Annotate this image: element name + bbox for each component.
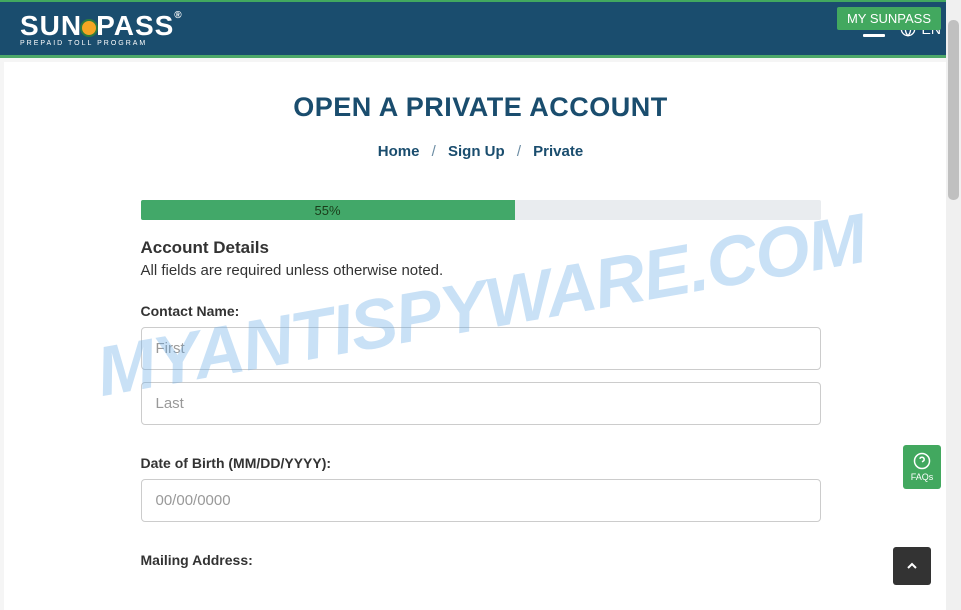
breadcrumb-signup[interactable]: Sign Up: [448, 143, 505, 160]
breadcrumb-separator: /: [517, 143, 521, 160]
scrollbar-track[interactable]: [946, 0, 961, 610]
faqs-label: FAQs: [911, 472, 934, 482]
contact-name-label: Contact Name:: [141, 303, 821, 319]
dob-input[interactable]: [141, 479, 821, 522]
progress-fill: 55%: [141, 200, 515, 220]
breadcrumb-home[interactable]: Home: [378, 143, 420, 160]
progress-bar: 55%: [141, 200, 821, 220]
breadcrumb: Home / Sign Up / Private: [4, 143, 957, 180]
section-subtitle: All fields are required unless otherwise…: [141, 262, 821, 279]
faqs-button[interactable]: FAQs: [903, 445, 941, 489]
scroll-to-top-button[interactable]: [893, 547, 931, 585]
first-name-input[interactable]: [141, 327, 821, 370]
page-title: OPEN A PRIVATE ACCOUNT: [4, 62, 957, 143]
logo-text-2: PASS: [96, 10, 174, 41]
scrollbar-thumb[interactable]: [948, 20, 959, 200]
dob-label: Date of Birth (MM/DD/YYYY):: [141, 455, 821, 471]
progress-label: 55%: [314, 203, 340, 218]
breadcrumb-private[interactable]: Private: [533, 143, 583, 160]
header: SUNPASS® PREPAID TOLL PROGRAM MY SUNPASS…: [0, 2, 961, 58]
section-title: Account Details: [141, 238, 821, 258]
breadcrumb-separator: /: [432, 143, 436, 160]
chevron-up-icon: [904, 558, 920, 574]
mailing-address-label: Mailing Address:: [141, 552, 821, 568]
question-circle-icon: [913, 452, 931, 470]
main-content: OPEN A PRIVATE ACCOUNT Home / Sign Up / …: [4, 62, 957, 610]
logo-text-1: SUN: [20, 10, 82, 41]
last-name-input[interactable]: [141, 382, 821, 425]
form-container: 55% Account Details All fields are requi…: [121, 200, 841, 568]
logo[interactable]: SUNPASS® PREPAID TOLL PROGRAM: [20, 10, 183, 47]
my-sunpass-button[interactable]: MY SUNPASS: [837, 7, 941, 30]
